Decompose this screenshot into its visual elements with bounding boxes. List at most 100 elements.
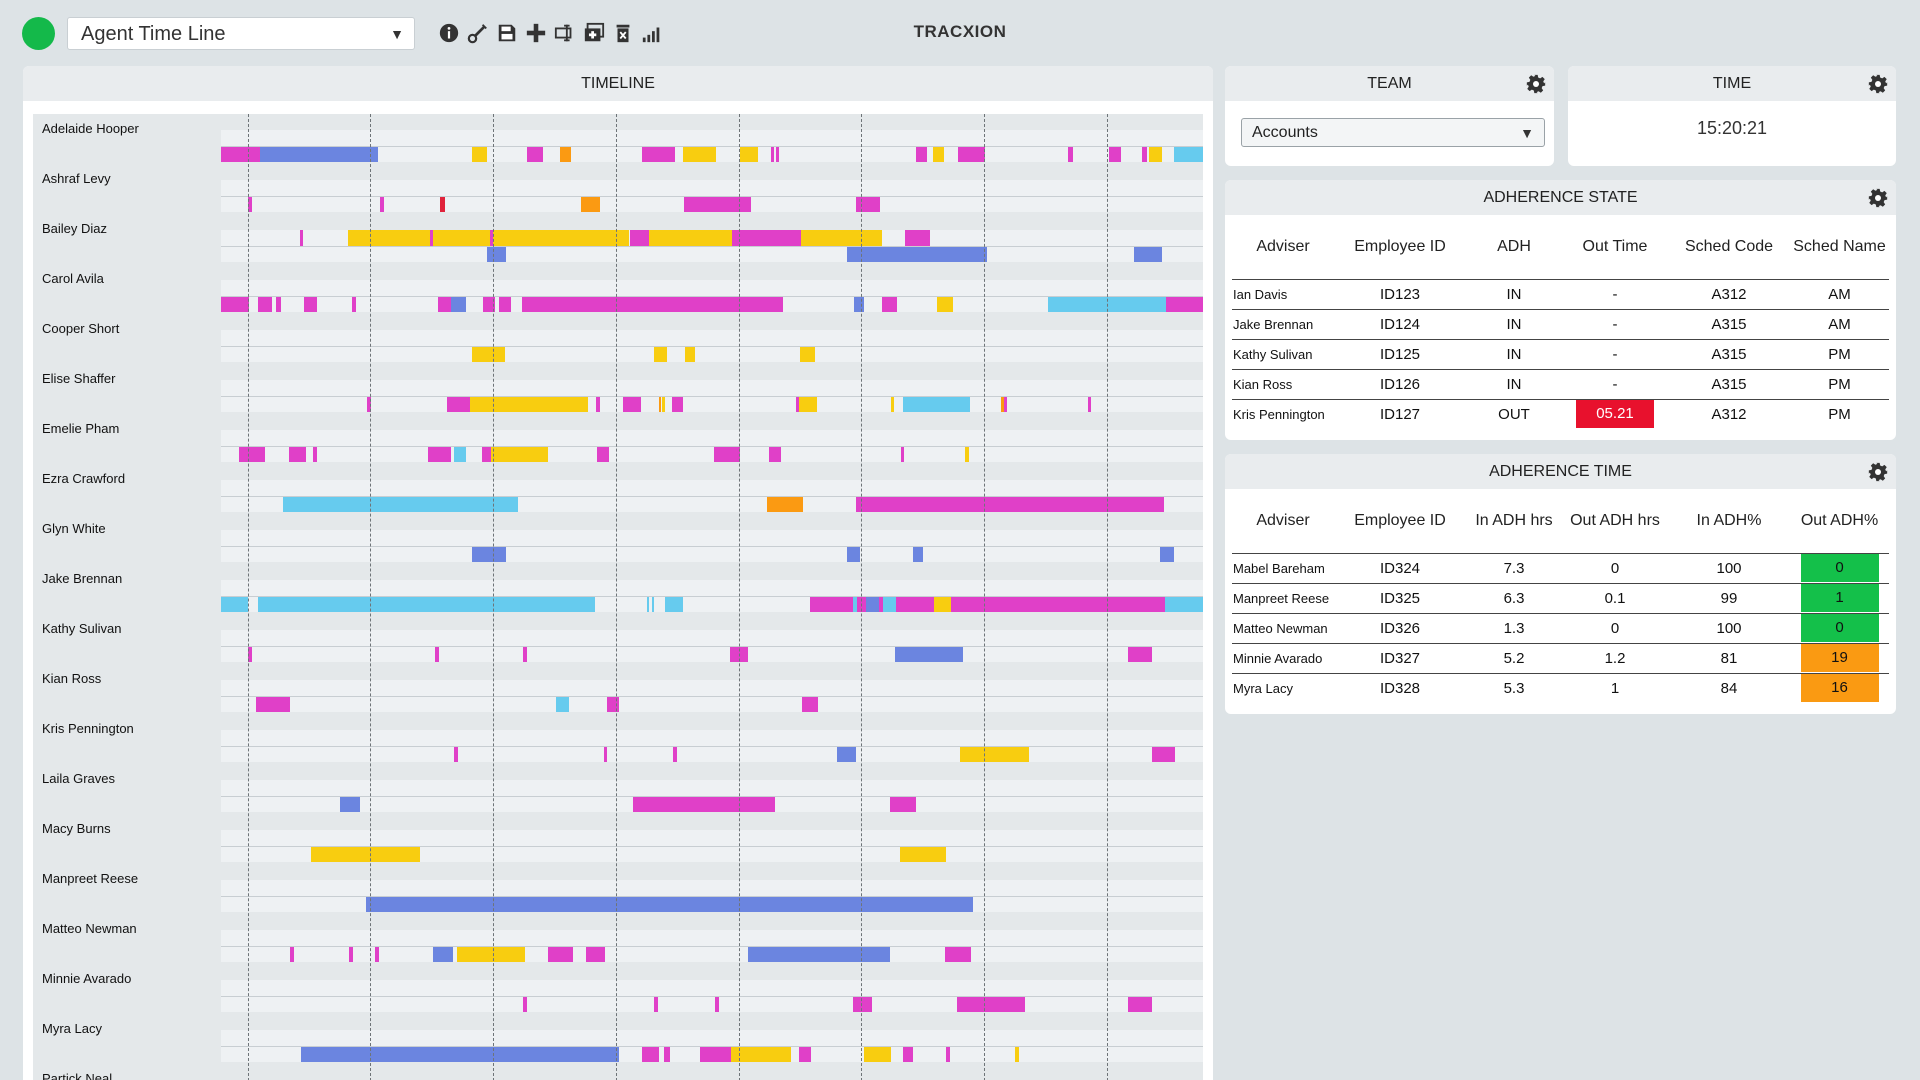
activity-segment[interactable]	[375, 946, 380, 962]
activity-segment[interactable]	[1148, 146, 1162, 162]
activity-segment[interactable]	[313, 446, 318, 462]
activity-segment[interactable]	[586, 946, 605, 962]
activity-segment[interactable]	[664, 596, 683, 612]
table-row[interactable]: Mabel Bareham ID324 7.3 0 100 0	[1232, 553, 1889, 584]
activity-segment[interactable]	[1164, 596, 1203, 612]
activity-segment[interactable]	[248, 196, 253, 212]
activity-segment[interactable]	[960, 746, 1030, 762]
activity-segment[interactable]	[895, 596, 934, 612]
activity-segment[interactable]	[799, 396, 818, 412]
activity-segment[interactable]	[899, 846, 946, 862]
activity-segment[interactable]	[1088, 396, 1092, 412]
activity-segment[interactable]	[683, 196, 752, 212]
activity-segment[interactable]	[945, 1046, 950, 1062]
save-icon[interactable]	[494, 20, 519, 46]
activity-segment[interactable]	[944, 946, 972, 962]
activity-segment[interactable]	[950, 596, 1165, 612]
activity-segment[interactable]	[654, 996, 658, 1012]
activity-segment[interactable]	[846, 546, 861, 562]
activity-segment[interactable]	[866, 596, 879, 612]
activity-segment[interactable]	[731, 230, 802, 246]
activity-segment[interactable]	[380, 196, 384, 212]
info-icon[interactable]	[436, 20, 461, 46]
activity-segment[interactable]	[957, 146, 985, 162]
activity-segment[interactable]	[672, 746, 677, 762]
activity-segment[interactable]	[238, 446, 266, 462]
activity-segment[interactable]	[1128, 646, 1152, 662]
activity-segment[interactable]	[652, 596, 655, 612]
activity-segment[interactable]	[435, 646, 439, 662]
table-row[interactable]: Matteo Newman ID326 1.3 0 100 0	[1232, 613, 1889, 644]
table-row[interactable]: Minnie Avarado ID327 5.2 1.2 81 19	[1232, 643, 1889, 674]
activity-segment[interactable]	[671, 396, 683, 412]
activity-segment[interactable]	[256, 696, 290, 712]
activity-segment[interactable]	[881, 296, 897, 312]
duplicate-icon[interactable]	[581, 20, 606, 46]
activity-segment[interactable]	[1128, 996, 1152, 1012]
activity-segment[interactable]	[555, 696, 569, 712]
activity-segment[interactable]	[965, 446, 970, 462]
activity-segment[interactable]	[596, 396, 601, 412]
activity-segment[interactable]	[433, 230, 491, 246]
view-select[interactable]: Agent Time Line ▼	[67, 17, 415, 50]
table-row[interactable]: Kathy Sulivan ID125 IN - A315 PM	[1232, 339, 1889, 370]
activity-segment[interactable]	[221, 146, 261, 162]
rename-icon[interactable]	[552, 20, 577, 46]
activity-segment[interactable]	[260, 146, 379, 162]
activity-segment[interactable]	[799, 1046, 812, 1062]
activity-segment[interactable]	[629, 230, 650, 246]
activity-segment[interactable]	[438, 296, 451, 312]
activity-segment[interactable]	[548, 946, 573, 962]
activity-segment[interactable]	[453, 746, 458, 762]
activity-segment[interactable]	[299, 230, 304, 246]
activity-segment[interactable]	[622, 396, 642, 412]
activity-segment[interactable]	[300, 1046, 619, 1062]
activity-segment[interactable]	[768, 446, 781, 462]
activity-segment[interactable]	[685, 346, 696, 362]
activity-segment[interactable]	[916, 146, 928, 162]
gear-icon[interactable]	[1868, 74, 1888, 94]
activity-segment[interactable]	[932, 146, 944, 162]
activity-segment[interactable]	[470, 396, 589, 412]
activity-segment[interactable]	[446, 396, 471, 412]
activity-segment[interactable]	[682, 146, 716, 162]
activity-segment[interactable]	[493, 230, 630, 246]
activity-segment[interactable]	[559, 146, 571, 162]
activity-segment[interactable]	[882, 596, 896, 612]
activity-segment[interactable]	[258, 596, 596, 612]
activity-segment[interactable]	[1165, 296, 1203, 312]
activity-segment[interactable]	[248, 646, 253, 662]
activity-segment[interactable]	[527, 146, 544, 162]
activity-segment[interactable]	[606, 696, 619, 712]
activity-segment[interactable]	[766, 496, 804, 512]
activity-segment[interactable]	[900, 446, 905, 462]
activity-segment[interactable]	[889, 796, 917, 812]
table-row[interactable]: Kris Pennington ID127 OUT 05.21 A312 PM	[1232, 399, 1889, 429]
table-row[interactable]: Jake Brennan ID124 IN - A315 AM	[1232, 309, 1889, 340]
activity-segment[interactable]	[647, 596, 650, 612]
activity-segment[interactable]	[472, 546, 506, 562]
activity-segment[interactable]	[311, 846, 421, 862]
activity-segment[interactable]	[603, 746, 607, 762]
activity-segment[interactable]	[339, 796, 361, 812]
table-row[interactable]: Kian Ross ID126 IN - A315 PM	[1232, 369, 1889, 400]
activity-segment[interactable]	[483, 296, 495, 312]
activity-segment[interactable]	[905, 230, 930, 246]
activity-segment[interactable]	[347, 230, 431, 246]
activity-segment[interactable]	[523, 996, 528, 1012]
activity-segment[interactable]	[221, 596, 249, 612]
activity-segment[interactable]	[1159, 546, 1174, 562]
activity-segment[interactable]	[282, 496, 518, 512]
activity-segment[interactable]	[428, 446, 451, 462]
activity-segment[interactable]	[1000, 396, 1004, 412]
activity-segment[interactable]	[472, 346, 505, 362]
activity-segment[interactable]	[439, 196, 445, 212]
activity-segment[interactable]	[796, 396, 800, 412]
activity-segment[interactable]	[846, 246, 987, 262]
activity-segment[interactable]	[661, 396, 665, 412]
activity-segment[interactable]	[633, 796, 775, 812]
activity-segment[interactable]	[649, 230, 732, 246]
activity-segment[interactable]	[853, 596, 858, 612]
activity-segment[interactable]	[770, 146, 774, 162]
activity-segment[interactable]	[1142, 146, 1148, 162]
